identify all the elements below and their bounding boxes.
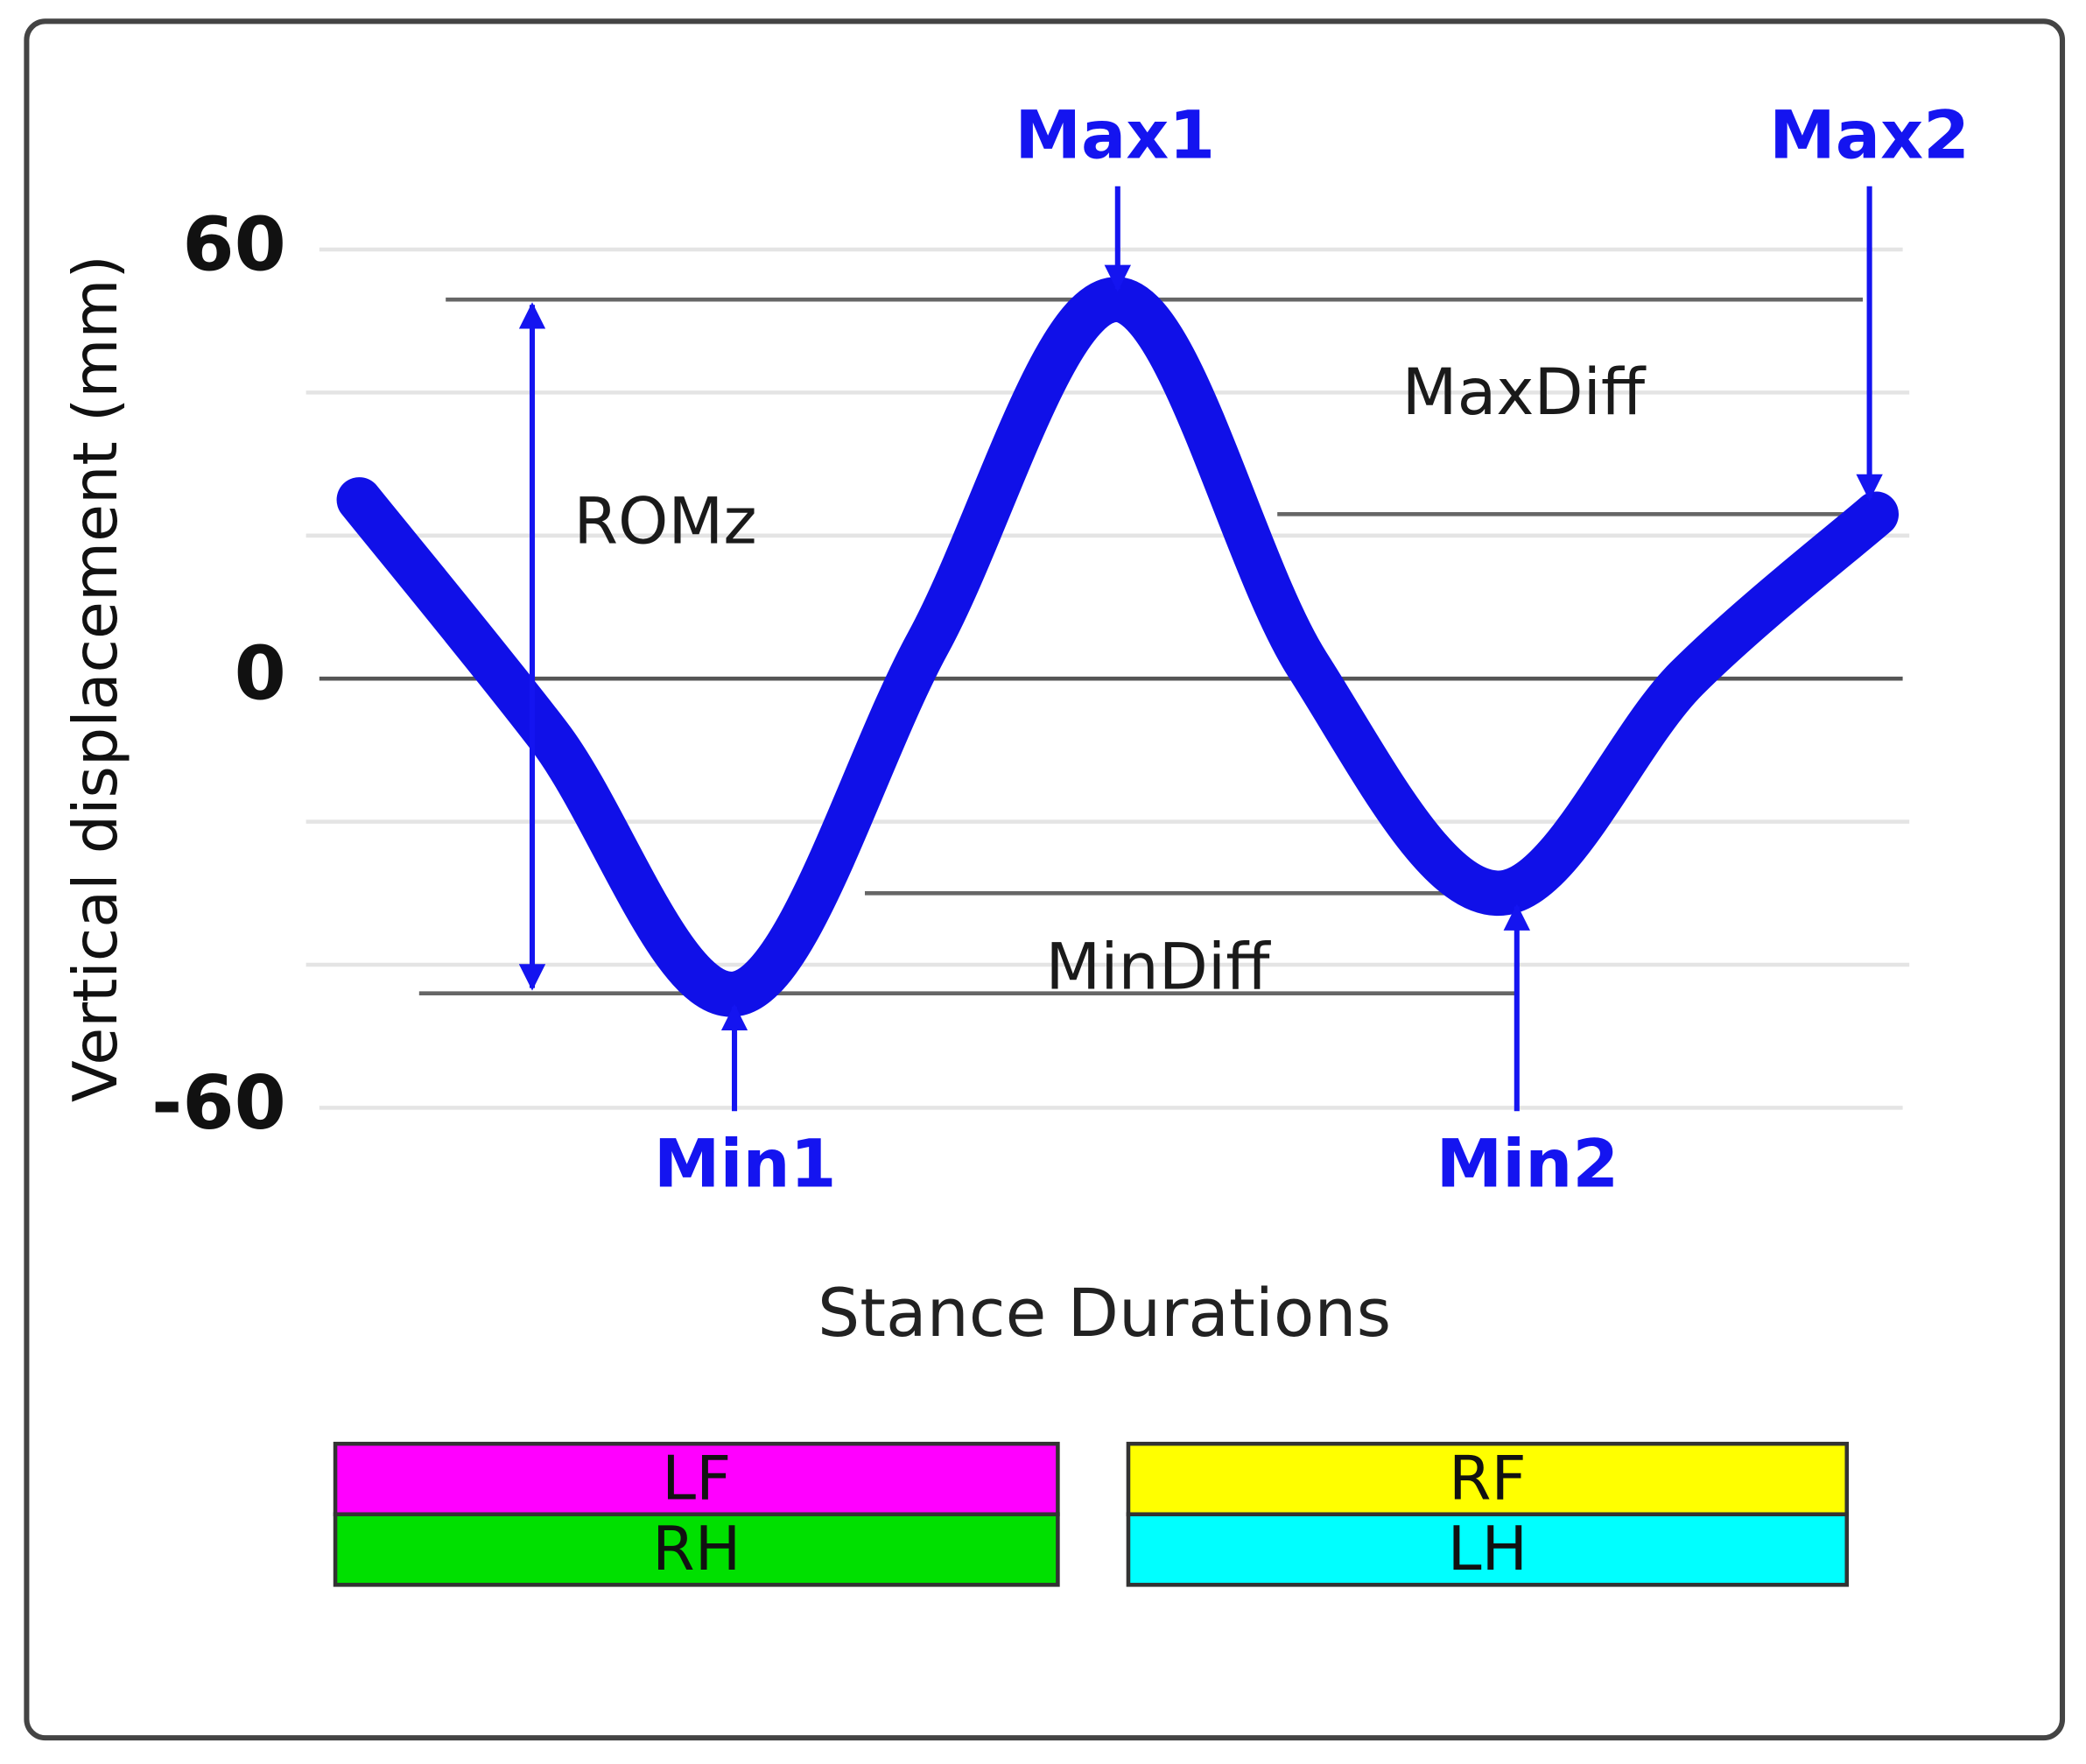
annotation: Min2 [1436,1125,1619,1203]
stance-label: LH [1448,1514,1528,1585]
annotation: Min1 [654,1125,837,1203]
annotation: MaxDiff [1402,355,1647,430]
y-axis-label: Vertical displacement (mm) [60,255,131,1102]
stance-label: RH [652,1514,741,1585]
y-tick-label: -60 [151,1060,286,1147]
stance-bar [1126,1441,1850,1517]
annotation: ROMz [573,484,756,559]
annotation: Max1 [1015,96,1215,174]
line [336,277,1900,1017]
stance-bar [1126,1512,1850,1587]
chart-body: Vertical displacement (mm) Stance Durati… [24,18,2066,1741]
y-tick-label: 0 [235,631,286,718]
stance-bar [333,1512,1060,1587]
y-tick-label: 60 [182,201,285,288]
annotation: MinDiff [1045,931,1271,1005]
annotation: Max2 [1769,96,1970,174]
stance-label: RF [1449,1443,1527,1514]
stance-label: LF [662,1443,731,1514]
x-axis-label: Stance Durations [818,1274,1391,1352]
